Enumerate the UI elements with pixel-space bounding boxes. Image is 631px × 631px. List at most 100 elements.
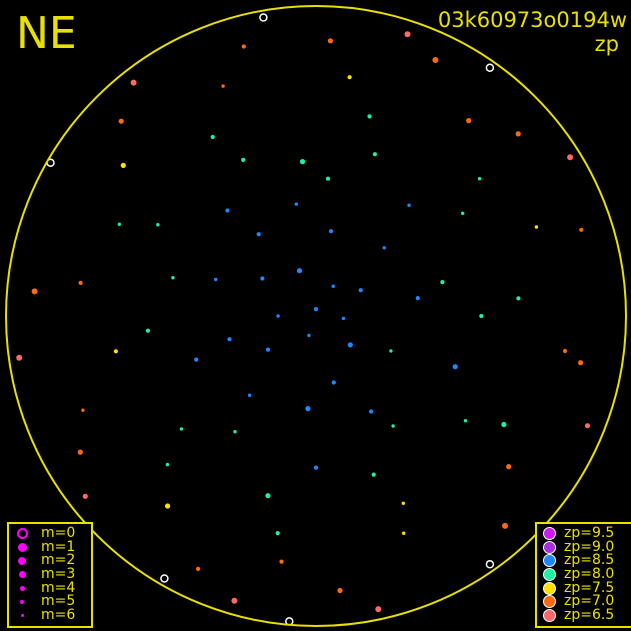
star-point <box>227 337 232 342</box>
star-point <box>341 316 346 321</box>
star-point <box>82 493 88 499</box>
direction-label: NE <box>16 8 77 59</box>
star-point <box>485 63 495 72</box>
star-point <box>247 393 252 397</box>
star-point <box>579 227 584 232</box>
magnitude-legend-label: m=3 <box>41 566 76 583</box>
star-point <box>130 79 137 86</box>
star-point <box>120 162 126 168</box>
zp-legend-label: zp=7.5 <box>564 579 615 596</box>
star-point <box>347 75 352 80</box>
star-point <box>567 154 574 161</box>
star-point <box>407 203 411 207</box>
star-point <box>440 280 445 285</box>
zp-color-swatch-icon <box>543 527 556 541</box>
star-point <box>369 409 374 414</box>
magnitude-legend-label: m=1 <box>41 538 76 555</box>
magnitude-legend-label: m=5 <box>41 593 76 610</box>
star-point <box>225 208 230 213</box>
star-point <box>265 347 271 352</box>
star-point <box>196 566 201 572</box>
star-point <box>479 313 484 319</box>
star-point <box>347 342 353 348</box>
zeropoint-legend: zp=9.5 zp=9.0 zp=8.5 zp=8.0 zp=7.5 zp=7.0 zp=6… <box>535 522 631 628</box>
star-point <box>118 118 124 124</box>
star-point <box>402 531 406 535</box>
star-point <box>367 114 372 119</box>
zp-legend-label: zp=8.0 <box>564 566 615 583</box>
star-point <box>372 152 377 157</box>
magnitude-symbol-icon <box>15 528 29 540</box>
star-point <box>221 84 225 88</box>
magnitude-legend: m=0 m=1 m=2 m=3 m=4 m=5 m=6 <box>7 522 93 628</box>
star-point <box>165 462 170 467</box>
star-point <box>294 202 298 206</box>
magnitude-symbol-icon <box>15 556 29 565</box>
star-point <box>515 131 521 137</box>
zp-color-swatch-icon <box>543 540 556 554</box>
star-point <box>265 493 271 499</box>
star-point <box>463 419 468 423</box>
star-point <box>371 472 376 477</box>
zp-legend-item: zp=9.5 <box>543 526 627 541</box>
star-point <box>502 522 508 529</box>
zp-color-swatch-icon <box>543 608 556 622</box>
magnitude-legend-item: m=0 <box>15 526 85 541</box>
star-point <box>145 328 150 333</box>
star-point <box>276 314 280 318</box>
zp-legend-item: zp=9.0 <box>543 538 627 555</box>
zp-legend-item: zp=8.0 <box>543 566 627 583</box>
star-point <box>506 464 512 470</box>
star-point <box>328 229 334 234</box>
magnitude-legend-item: m=1 <box>15 538 85 555</box>
star-point <box>214 277 218 282</box>
star-point <box>171 276 175 280</box>
magnitude-legend-item: m=4 <box>15 581 85 595</box>
star-point <box>113 349 118 354</box>
zp-color-swatch-icon <box>543 581 556 595</box>
zp-legend-item: zp=7.5 <box>543 581 627 595</box>
star-point <box>404 31 411 38</box>
star-point <box>584 423 591 429</box>
star-point <box>231 597 238 604</box>
zp-color-swatch-icon <box>543 568 556 582</box>
zp-legend-item: zp=6.5 <box>543 606 627 623</box>
star-point <box>194 357 199 362</box>
star-point <box>452 364 458 370</box>
star-point <box>210 134 215 140</box>
horizon-circle <box>5 5 627 627</box>
star-point <box>156 223 160 227</box>
star-point <box>241 44 246 49</box>
star-point <box>466 118 472 124</box>
star-point <box>259 13 268 22</box>
star-point <box>16 354 23 361</box>
magnitude-symbol-icon <box>15 599 29 604</box>
star-point <box>160 574 169 583</box>
zp-color-swatch-icon <box>543 554 556 568</box>
star-point <box>375 606 382 613</box>
magnitude-legend-label: m=4 <box>41 579 76 596</box>
star-point <box>382 246 386 250</box>
magnitude-legend-item: m=6 <box>15 608 85 623</box>
magnitude-legend-item: m=3 <box>15 566 85 583</box>
magnitude-symbol-icon <box>15 613 29 617</box>
star-point <box>331 380 336 385</box>
star-point <box>279 559 284 564</box>
star-point <box>501 421 507 428</box>
star-point <box>31 288 38 295</box>
star-point <box>275 531 280 536</box>
zp-legend-label: zp=9.0 <box>564 538 615 555</box>
star-point <box>327 38 333 44</box>
star-point <box>313 465 319 470</box>
star-point <box>165 503 171 509</box>
star-point <box>77 449 83 455</box>
zp-legend-label: zp=7.0 <box>564 593 615 610</box>
zp-color-swatch-icon <box>543 595 556 609</box>
star-point <box>477 177 482 181</box>
magnitude-symbol-icon <box>15 542 29 552</box>
star-point <box>358 288 363 293</box>
zp-legend-label: zp=6.5 <box>564 606 615 623</box>
star-point <box>260 276 265 281</box>
star-point <box>313 307 319 312</box>
